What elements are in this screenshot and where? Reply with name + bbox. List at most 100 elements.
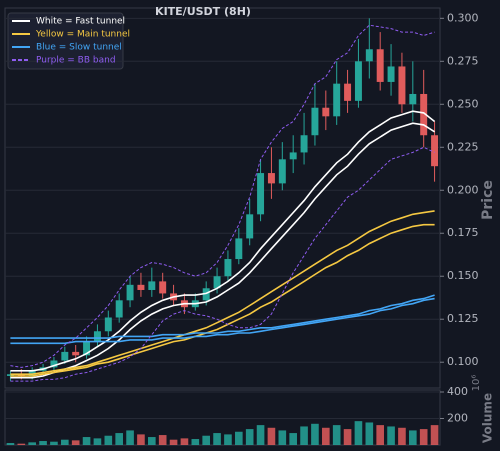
y-axis-label: Price (480, 180, 496, 220)
y-tick-label: 0.225 (447, 140, 479, 153)
volume-bar (235, 431, 243, 445)
volume-bar (256, 425, 265, 445)
candle-body (376, 49, 384, 82)
volume-bar (158, 435, 167, 445)
volume-bar (409, 430, 417, 445)
volume-bar (93, 438, 102, 445)
candle-body (72, 351, 80, 356)
legend-label: Yellow = Main tunnel (35, 30, 130, 40)
candle-body (83, 341, 91, 356)
candle-body (159, 281, 167, 294)
volume-tick-label: 400 (447, 385, 468, 398)
volume-bar (213, 433, 221, 445)
candle-body (344, 83, 352, 101)
candle-body (333, 83, 341, 117)
candle-body (137, 284, 145, 290)
candle-body (213, 276, 221, 289)
chart-title: KITE/USDT (8H) (155, 5, 251, 18)
volume-bar (126, 430, 134, 445)
volume-bar (376, 425, 384, 445)
candle-body (115, 300, 123, 318)
legend-label: Purple = BB band (36, 56, 116, 66)
volume-bar (289, 433, 297, 445)
legend-label: White = Fast tunnel (36, 17, 125, 27)
volume-bar (245, 429, 254, 445)
volume-bar (419, 429, 428, 445)
tunnel-line (10, 210, 435, 375)
tunnel-line (10, 294, 435, 339)
candle-body (409, 93, 417, 105)
candle-body (126, 284, 134, 301)
volume-bar (365, 422, 374, 445)
tunnel-line (10, 24, 435, 368)
volume-axis-label: Volume (481, 393, 495, 443)
volume-bar (224, 434, 232, 445)
tunnel-line (10, 223, 435, 377)
candle-body (148, 281, 156, 290)
volume-bar (191, 439, 200, 445)
candle-body (93, 331, 101, 342)
tunnel-line (10, 146, 435, 382)
volume-bar (169, 439, 178, 445)
candle-body (365, 49, 373, 62)
legend-label: Blue = Slow tunnel (36, 43, 122, 53)
y-tick-label: 0.100 (447, 355, 479, 368)
tunnel-line (10, 122, 436, 379)
candle-body (50, 360, 58, 368)
y-tick-label: 0.300 (447, 11, 479, 24)
price-panel (4, 7, 441, 389)
volume-bar (71, 440, 80, 445)
candle-body (224, 259, 232, 277)
volume-bar (61, 439, 69, 445)
y-tick-label: 0.275 (447, 54, 479, 67)
volume-bar (398, 427, 406, 445)
candle-body (300, 135, 308, 153)
legend-box (7, 12, 124, 70)
volume-bar (267, 427, 276, 445)
volume-tick-label: 200 (447, 411, 468, 424)
volume-bar (354, 421, 363, 445)
volume-panel (4, 389, 441, 446)
volume-bar (104, 435, 113, 445)
volume-bar (39, 441, 47, 445)
volume-bar (6, 443, 15, 445)
candle-body (354, 61, 362, 101)
candle-body (311, 107, 319, 136)
tunnel-line (10, 110, 436, 372)
candle-body (431, 135, 439, 167)
candle-body (246, 214, 254, 239)
candle-body (104, 317, 112, 332)
volume-bar (311, 423, 319, 445)
volume-bar (332, 425, 341, 445)
candle-body (398, 66, 406, 105)
volume-bar (137, 434, 145, 445)
volume-bar (300, 426, 308, 445)
volume-unit: 10⁶ (471, 375, 482, 392)
volume-bar (343, 429, 352, 445)
y-tick-label: 0.125 (447, 312, 479, 325)
volume-bar (278, 430, 287, 445)
candle-body (235, 238, 243, 260)
volume-bar (115, 433, 123, 445)
candle-body (17, 374, 25, 376)
tunnel-line (10, 297, 435, 345)
volume-bar (148, 437, 156, 445)
candle-body (289, 152, 297, 160)
volume-bar (430, 425, 439, 445)
volume-bar (50, 441, 58, 445)
candle-body (267, 173, 275, 184)
candle-body (387, 66, 395, 82)
volume-bar (180, 438, 189, 445)
volume-bar (387, 426, 395, 445)
candle-body (278, 159, 286, 184)
candle-body (28, 370, 36, 376)
volume-bar (28, 442, 36, 445)
candle-body (61, 351, 69, 361)
candle-body (6, 374, 14, 376)
candle-body (257, 173, 265, 215)
y-tick-label: 0.250 (447, 97, 479, 110)
candle-body (322, 107, 330, 117)
y-tick-label: 0.200 (447, 183, 479, 196)
